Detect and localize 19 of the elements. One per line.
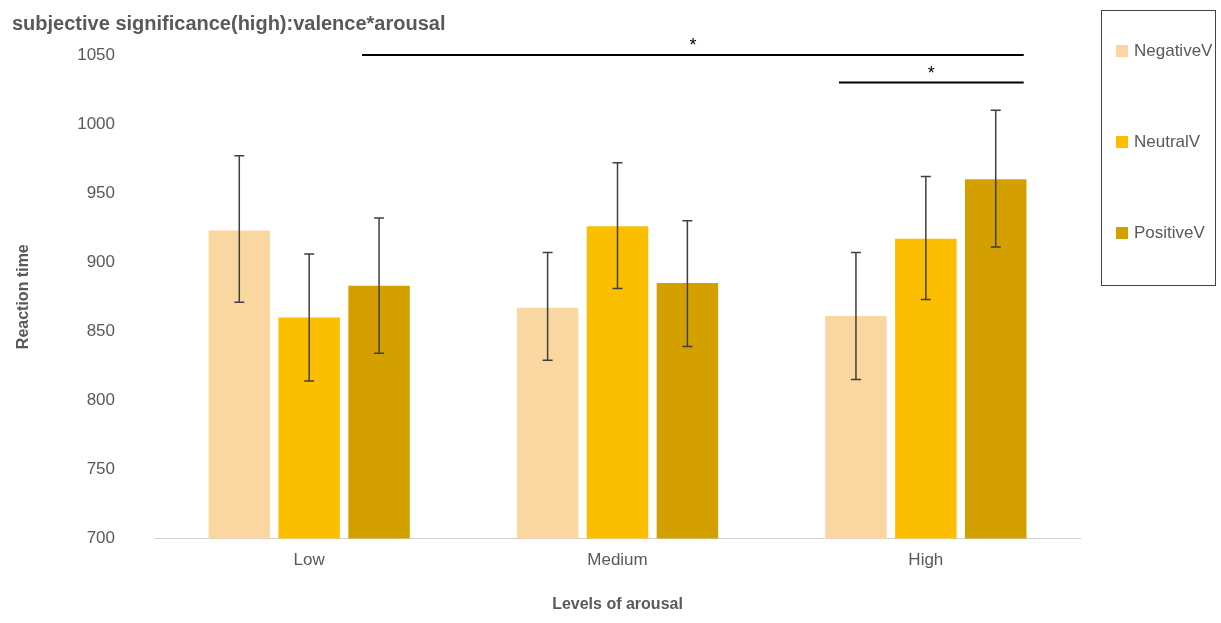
y-tick-label: 1050	[77, 44, 116, 64]
y-tick-label: 850	[86, 320, 116, 340]
legend-label: NeutralV	[1134, 132, 1201, 152]
y-tick-label: 800	[86, 389, 116, 409]
legend-label: PositiveV	[1134, 223, 1205, 243]
y-tick-label: 750	[86, 459, 116, 479]
y-axis-title: Reaction time	[14, 244, 32, 350]
x-tick-label: Low	[293, 550, 326, 570]
chart-title: subjective significance(high):valence*arousal	[12, 12, 446, 35]
annotation: *	[689, 35, 697, 55]
x-tick-label: Medium	[587, 550, 648, 570]
y-tick-label: 900	[86, 251, 116, 271]
y-tick-label: 1000	[77, 113, 116, 133]
y-tick-label: 700	[86, 528, 116, 548]
legend-label: NegativeV	[1134, 41, 1213, 61]
x-axis-title: Levels of arousal	[552, 594, 683, 612]
annotation: *	[927, 62, 935, 83]
x-tick-label: High	[908, 550, 944, 570]
y-tick-label: 950	[86, 182, 116, 202]
